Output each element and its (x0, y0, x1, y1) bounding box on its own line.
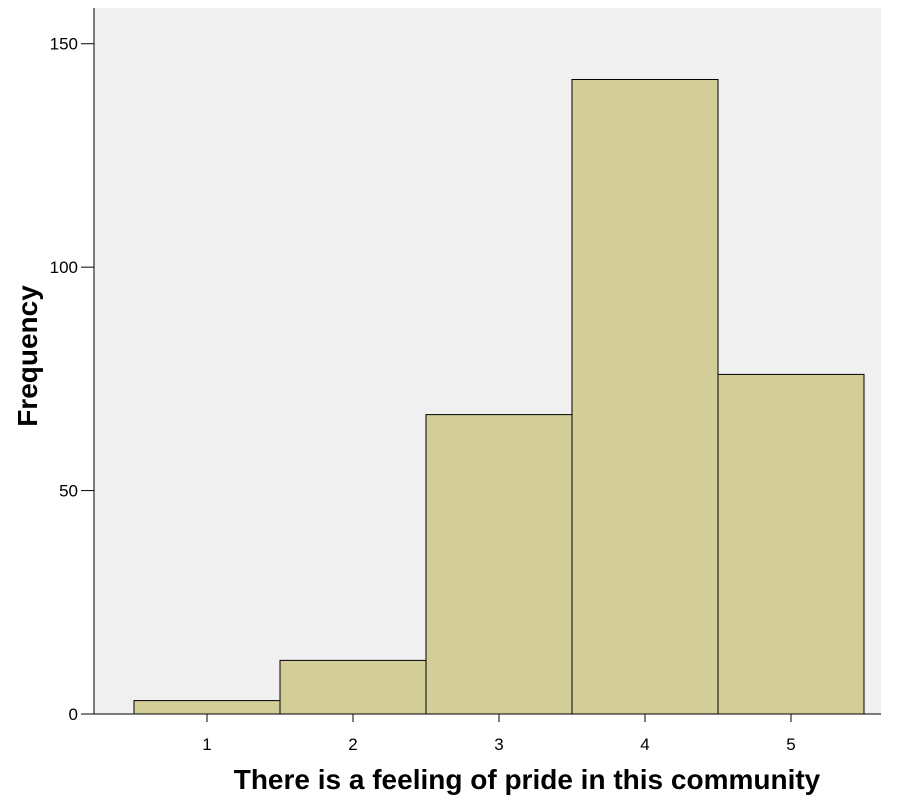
x-tick-label: 2 (348, 735, 357, 754)
y-tick-label: 0 (69, 705, 78, 724)
y-tick-label: 150 (50, 35, 78, 54)
bar-5 (717, 373, 865, 715)
bar-2 (279, 659, 427, 715)
y-tick-label: 100 (50, 258, 78, 277)
bar-4 (571, 78, 719, 715)
x-tick-label: 3 (494, 735, 503, 754)
y-ticks-group: 0 50 100 150 (50, 35, 94, 724)
y-tick-label: 50 (59, 482, 78, 501)
x-axis-title: There is a feeling of pride in this comm… (234, 764, 821, 795)
x-tick-label: 5 (786, 735, 795, 754)
bars-group (133, 78, 865, 715)
x-tick-label: 4 (640, 735, 649, 754)
bar-3 (425, 414, 573, 715)
x-tick-label: 1 (202, 735, 211, 754)
bar-1 (133, 700, 281, 715)
x-ticks-group: 1 2 3 4 5 (202, 714, 796, 754)
y-axis-title: Frequency (12, 285, 43, 427)
axes-group (93, 8, 881, 715)
